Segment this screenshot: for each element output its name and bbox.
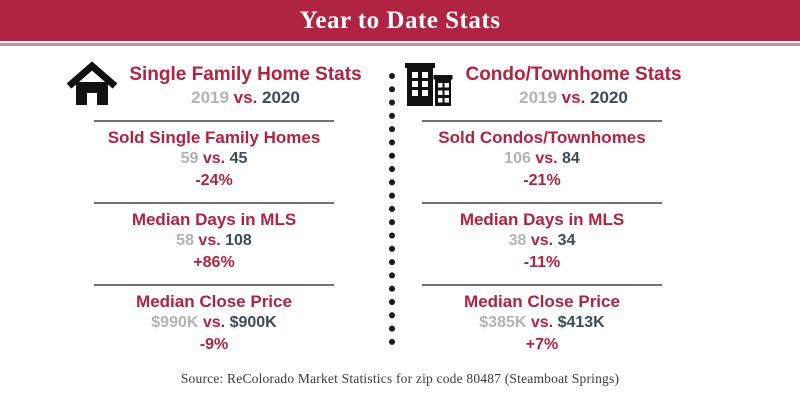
value-2020: 45	[229, 150, 248, 167]
condo-header: Condo/Townhome Stats 2019 vs. 2020	[396, 62, 688, 110]
value-2020: 34	[557, 232, 576, 249]
value-2019: 58	[176, 232, 194, 249]
stat-change: -21%	[523, 172, 561, 189]
value-2020: $413K	[557, 314, 605, 331]
stat-section-sold: Sold Condos/Townhomes 106 vs. 84 -21%	[396, 120, 688, 192]
year-2019: 2019	[519, 88, 557, 107]
single-family-column: Single Family Home Stats 2019 vs. 2020 S…	[40, 60, 388, 356]
vs-label: vs.	[198, 232, 221, 249]
year-2020: 2020	[262, 88, 300, 107]
divider-rule	[94, 202, 334, 204]
banner-gap	[0, 41, 800, 43]
year-2020: 2020	[590, 88, 628, 107]
value-2019: $385K	[479, 314, 527, 331]
stat-label: Median Days in MLS	[131, 210, 297, 229]
stat-section-close-price: Median Close Price $385K vs. $413K +7%	[396, 284, 688, 356]
stat-label: Median Days in MLS	[459, 210, 625, 229]
stat-change: -9%	[199, 336, 229, 353]
stat-section-median-days: Median Days in MLS 58 vs. 108 +86%	[40, 202, 388, 274]
vs-label: vs.	[530, 314, 554, 331]
page-title: Year to Date Stats	[299, 6, 501, 34]
year-2019: 2019	[191, 88, 229, 107]
value-2019: 59	[180, 150, 199, 167]
vs-label: vs.	[535, 150, 558, 167]
vs-label: vs.	[233, 88, 258, 107]
stat-values: $990K vs. $900K	[40, 312, 388, 334]
stat-change: -11%	[523, 254, 561, 271]
value-2020: 84	[562, 150, 580, 167]
stat-change: +86%	[193, 254, 235, 271]
single-family-header-text: Single Family Home Stats 2019 vs. 2020	[129, 63, 361, 109]
value-2019: $990K	[151, 314, 199, 331]
source-attribution: Source: ReColorado Market Statistics for…	[180, 371, 620, 386]
stats-columns: Single Family Home Stats 2019 vs. 2020 S…	[0, 60, 800, 356]
years-line: 2019 vs. 2020	[129, 87, 361, 109]
vertical-dotted-divider	[388, 70, 396, 350]
stat-label: Sold Condos/Townhomes	[438, 128, 646, 147]
stat-change: +7%	[525, 336, 559, 353]
condo-townhome-column: Condo/Townhome Stats 2019 vs. 2020 Sold …	[396, 62, 688, 356]
single-family-header: Single Family Home Stats 2019 vs. 2020	[40, 60, 388, 113]
divider-rule	[94, 120, 334, 122]
footer: Source: ReColorado Market Statistics for…	[0, 370, 800, 388]
column-title: Single Family Home Stats	[129, 64, 362, 85]
value-2020: $900K	[229, 314, 277, 331]
value-2019: 106	[504, 150, 531, 167]
stat-section-close-price: Median Close Price $990K vs. $900K -9%	[40, 284, 388, 356]
stat-change: -24%	[195, 172, 233, 189]
vs-label: vs.	[530, 232, 554, 249]
stat-values: 106 vs. 84	[396, 148, 688, 170]
stat-values: $385K vs. $413K	[396, 312, 688, 334]
vs-label: vs.	[202, 314, 226, 331]
value-2020: 108	[225, 232, 252, 249]
stat-label: Median Close Price	[136, 292, 292, 311]
divider-rule	[422, 202, 662, 204]
value-2019: 38	[508, 232, 527, 249]
stat-values: 38 vs. 34	[396, 230, 688, 252]
vs-label: vs.	[202, 150, 226, 167]
stat-section-median-days: Median Days in MLS 38 vs. 34 -11%	[396, 202, 688, 274]
divider-rule	[422, 284, 662, 286]
stat-section-sold: Sold Single Family Homes 59 vs. 45 -24%	[40, 120, 388, 192]
stat-label: Median Close Price	[464, 292, 620, 311]
condo-buildings-icon	[402, 60, 454, 113]
divider-rule	[422, 120, 662, 122]
vs-label: vs.	[561, 88, 586, 107]
title-banner: Year to Date Stats	[0, 0, 800, 41]
stat-label: Sold Single Family Homes	[107, 128, 321, 147]
years-line: 2019 vs. 2020	[465, 87, 681, 109]
stat-values: 59 vs. 45	[40, 148, 388, 170]
banner-accent-line	[0, 43, 800, 46]
stat-values: 58 vs. 108	[40, 230, 388, 252]
divider-rule	[94, 284, 334, 286]
condo-header-text: Condo/Townhome Stats 2019 vs. 2020	[465, 63, 681, 109]
house-icon	[66, 60, 118, 113]
column-title: Condo/Townhome Stats	[465, 64, 682, 85]
